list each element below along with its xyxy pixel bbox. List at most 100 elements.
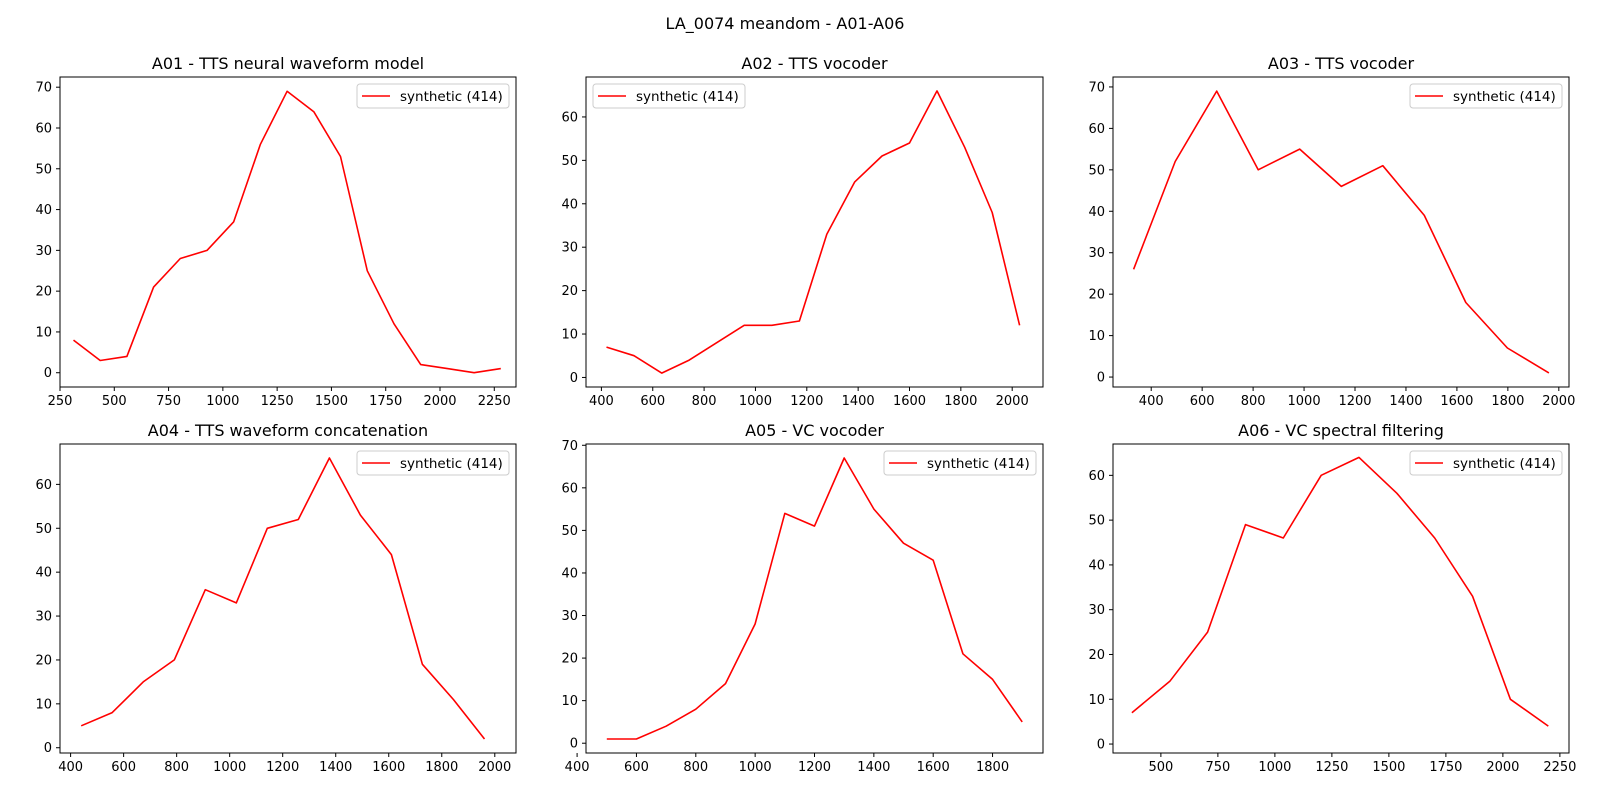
x-tick-label: 1400 [1389, 394, 1422, 409]
data-point [419, 363, 422, 366]
data-point [1340, 185, 1343, 188]
x-tick-label: 2000 [423, 394, 456, 409]
x-tick-label: 1800 [425, 760, 458, 775]
data-point [991, 678, 994, 681]
y-tick-label: 10 [561, 328, 578, 343]
subplot-title: A05 - VC vocoder [745, 421, 884, 440]
y-tick-label: 40 [35, 566, 52, 581]
x-tick-label: 1400 [857, 760, 890, 775]
x-tick-label: 1800 [1491, 394, 1524, 409]
x-tick-label: 1750 [1429, 760, 1462, 775]
y-tick-label: 40 [561, 566, 578, 581]
legend-box [356, 450, 510, 476]
data-point [1358, 456, 1361, 459]
legend-label: synthetic (414) [927, 456, 1030, 472]
data-point [1509, 698, 1512, 701]
y-tick-label: 30 [561, 241, 578, 256]
data-point [235, 601, 238, 604]
y-tick-label: 60 [1088, 469, 1105, 484]
axes-frame [585, 76, 1044, 388]
data-point [1395, 492, 1398, 495]
y-tick-label: 40 [1088, 205, 1105, 220]
data-point [908, 142, 911, 145]
x-tick-label: 1200 [1338, 394, 1371, 409]
x-tick-label: 1200 [790, 394, 823, 409]
legend: synthetic (414) [356, 83, 510, 109]
figure-title: LA_0074 meandom - A01-A06 [666, 14, 905, 34]
y-tick-label: 0 [44, 741, 52, 756]
data-point [783, 512, 786, 515]
x-tick-label: 1000 [739, 394, 772, 409]
data-point [1282, 537, 1285, 540]
axes-frame [59, 443, 517, 754]
data-point [813, 525, 816, 528]
y-tick-label: 60 [1088, 122, 1105, 137]
data-point [932, 559, 935, 562]
data-point [1206, 631, 1209, 634]
data-point [1547, 725, 1550, 728]
x-tick-label: 600 [111, 760, 136, 775]
data-point [421, 663, 424, 666]
x-tick-label: 1400 [319, 760, 352, 775]
x-tick-label: 500 [102, 394, 127, 409]
legend-label: synthetic (414) [400, 456, 503, 472]
data-point [1547, 371, 1550, 374]
subplot-title: A01 - TTS neural waveform model [152, 54, 424, 73]
y-tick-label: 60 [35, 121, 52, 136]
y-tick-label: 40 [561, 197, 578, 212]
x-tick-label: 1200 [266, 760, 299, 775]
data-point [266, 527, 269, 530]
data-point [688, 359, 691, 362]
y-tick-label: 10 [561, 694, 578, 709]
subplot-title: A03 - TTS vocoder [1268, 54, 1415, 73]
x-tick-label: 1250 [261, 394, 294, 409]
data-point [1506, 347, 1509, 350]
data-point [770, 324, 773, 327]
y-tick-label: 0 [1097, 738, 1105, 753]
x-tick-label: 800 [692, 394, 717, 409]
y-tick-label: 30 [35, 610, 52, 625]
data-point [605, 346, 608, 349]
x-tick-label: 400 [58, 760, 83, 775]
y-tick-label: 30 [35, 244, 52, 259]
data-point [366, 269, 369, 272]
data-point [80, 724, 83, 727]
data-point [483, 738, 486, 741]
data-point [473, 371, 476, 374]
x-tick-label: 750 [156, 394, 181, 409]
legend-label: synthetic (414) [636, 89, 739, 105]
data-point [99, 359, 102, 362]
data-point [393, 322, 396, 325]
data-point [872, 508, 875, 511]
data-point [142, 680, 145, 683]
axes-frame [1112, 76, 1570, 388]
data-point [452, 698, 455, 701]
data-point [286, 90, 289, 93]
legend-label: synthetic (414) [1453, 89, 1556, 105]
data-point [963, 146, 966, 149]
x-tick-label: 2250 [478, 394, 511, 409]
data-point [1174, 160, 1177, 163]
y-tick-label: 20 [35, 285, 52, 300]
x-tick-label: 750 [1205, 760, 1230, 775]
data-point [72, 339, 75, 342]
data-point [694, 708, 697, 711]
data-point [204, 588, 207, 591]
data-point [1298, 148, 1301, 151]
data-point [843, 457, 846, 460]
series-line [73, 90, 501, 374]
series-line [606, 90, 1021, 374]
x-tick-label: 1800 [976, 760, 1009, 775]
legend-label: synthetic (414) [400, 89, 503, 105]
data-point [635, 738, 638, 741]
x-tick-label: 1000 [213, 760, 246, 775]
data-point [902, 542, 905, 545]
data-point [179, 257, 182, 260]
data-point [125, 355, 128, 358]
data-point [1423, 214, 1426, 217]
x-tick-label: 1400 [842, 394, 875, 409]
